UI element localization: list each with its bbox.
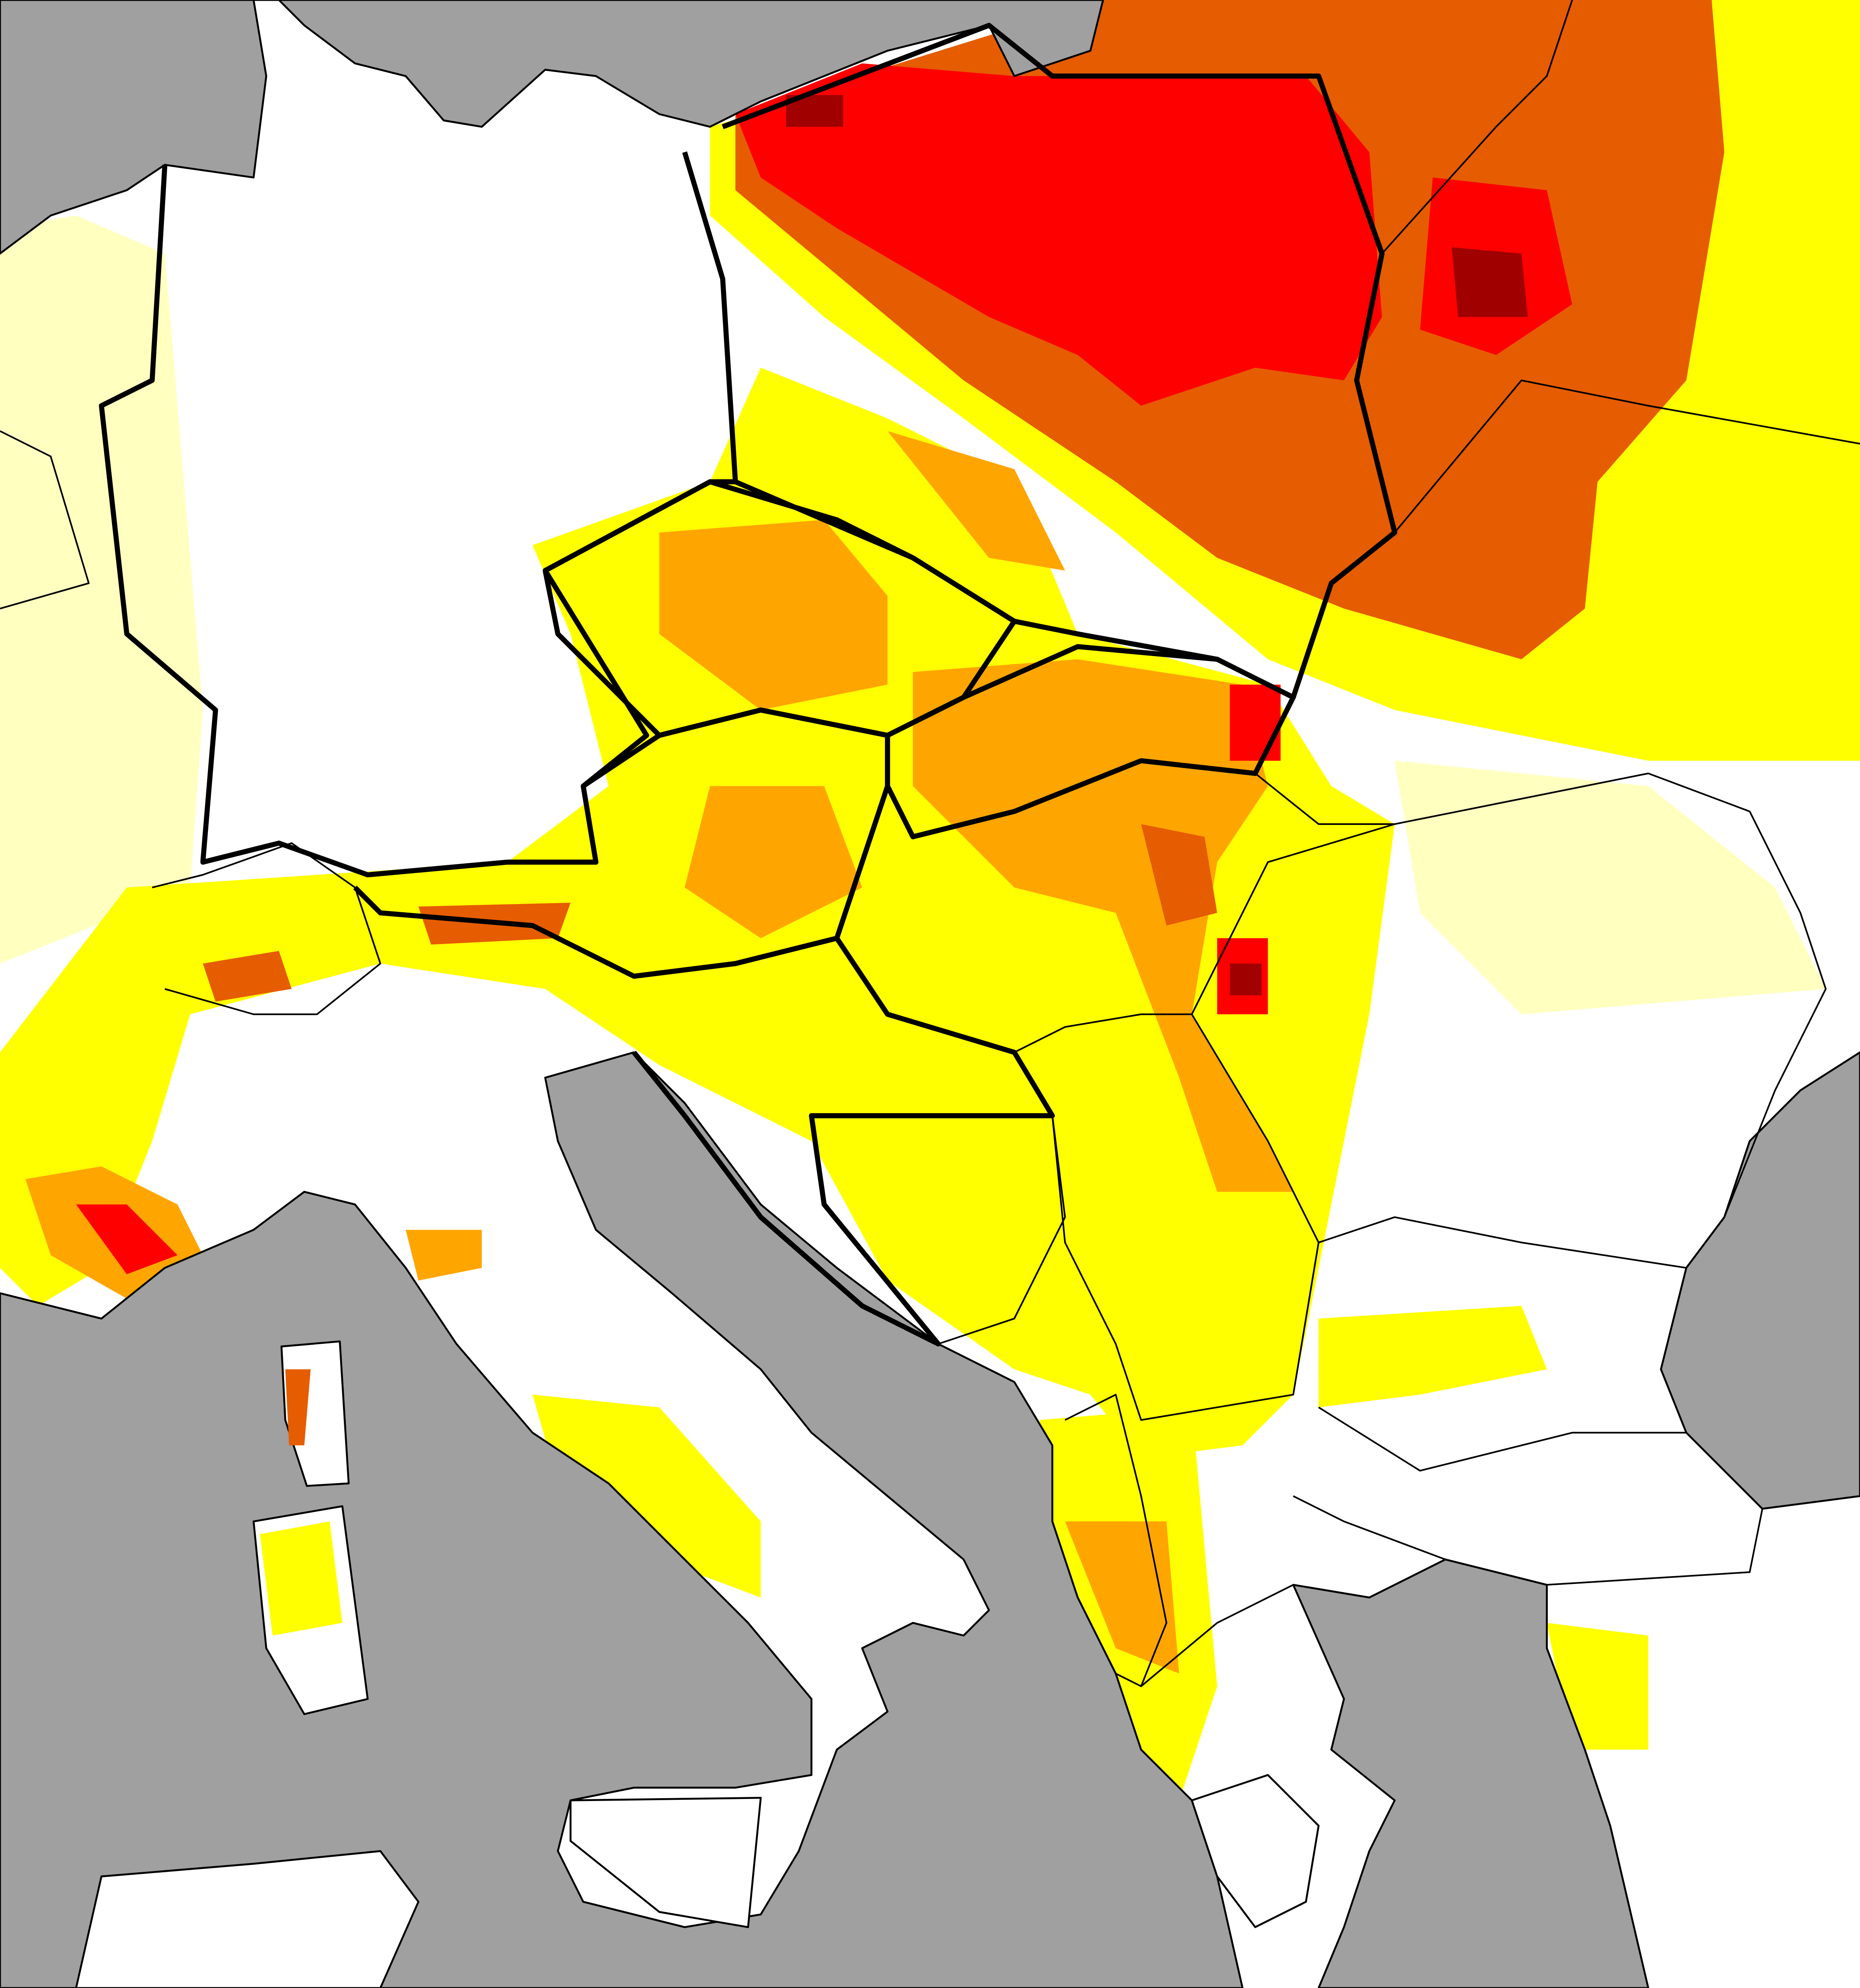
islands bbox=[75, 1340, 1320, 1988]
bulgaria-border bbox=[1293, 1406, 1763, 1586]
heat-yellow bbox=[532, 1395, 761, 1598]
borders bbox=[0, 0, 1860, 1687]
ukraine-border bbox=[1394, 379, 1860, 533]
france-border bbox=[0, 430, 90, 610]
heat-orange bbox=[912, 659, 1293, 1192]
romania-border bbox=[1191, 772, 1827, 1269]
bosnia-border bbox=[811, 1115, 1066, 1345]
heat-orange bbox=[659, 520, 888, 710]
heat-pale bbox=[0, 215, 203, 964]
heat-dark-orange bbox=[285, 1369, 311, 1446]
heat-orange bbox=[887, 431, 1065, 571]
baltic-sea bbox=[252, 0, 1104, 128]
heat-pale bbox=[1394, 761, 1826, 1014]
austria-border bbox=[353, 707, 890, 979]
sicily bbox=[569, 1796, 762, 1928]
heat-orange bbox=[406, 1230, 482, 1281]
black-sea bbox=[1660, 1051, 1860, 1510]
north-africa bbox=[75, 1850, 420, 1988]
heat-dark-red bbox=[786, 95, 843, 127]
heat-orange bbox=[684, 786, 862, 939]
heat-orange bbox=[1065, 1521, 1179, 1674]
albania-border bbox=[1064, 1394, 1167, 1687]
heat-yellow bbox=[260, 1521, 343, 1636]
heat-dark-orange bbox=[203, 951, 292, 1002]
switzerland-border bbox=[152, 842, 381, 1015]
heat-yellow bbox=[0, 367, 1395, 1458]
heat-dark-red bbox=[1230, 963, 1262, 995]
mediterranean-sea bbox=[0, 1051, 1244, 1988]
heat-dark-red bbox=[1452, 247, 1528, 317]
serbia-border bbox=[1051, 1115, 1320, 1421]
heat-red bbox=[735, 63, 1382, 406]
belarus-border bbox=[1381, 0, 1573, 255]
greece-border bbox=[1140, 1558, 1547, 1687]
heat-red bbox=[1230, 684, 1281, 761]
heat-dark-orange bbox=[1141, 824, 1217, 926]
heat-yellow bbox=[1319, 1306, 1547, 1408]
heat-red bbox=[76, 1204, 178, 1274]
heat-layer bbox=[0, 0, 1860, 1801]
greece-peninsula bbox=[1191, 1774, 1320, 1928]
hungary-border bbox=[1014, 760, 1396, 1053]
